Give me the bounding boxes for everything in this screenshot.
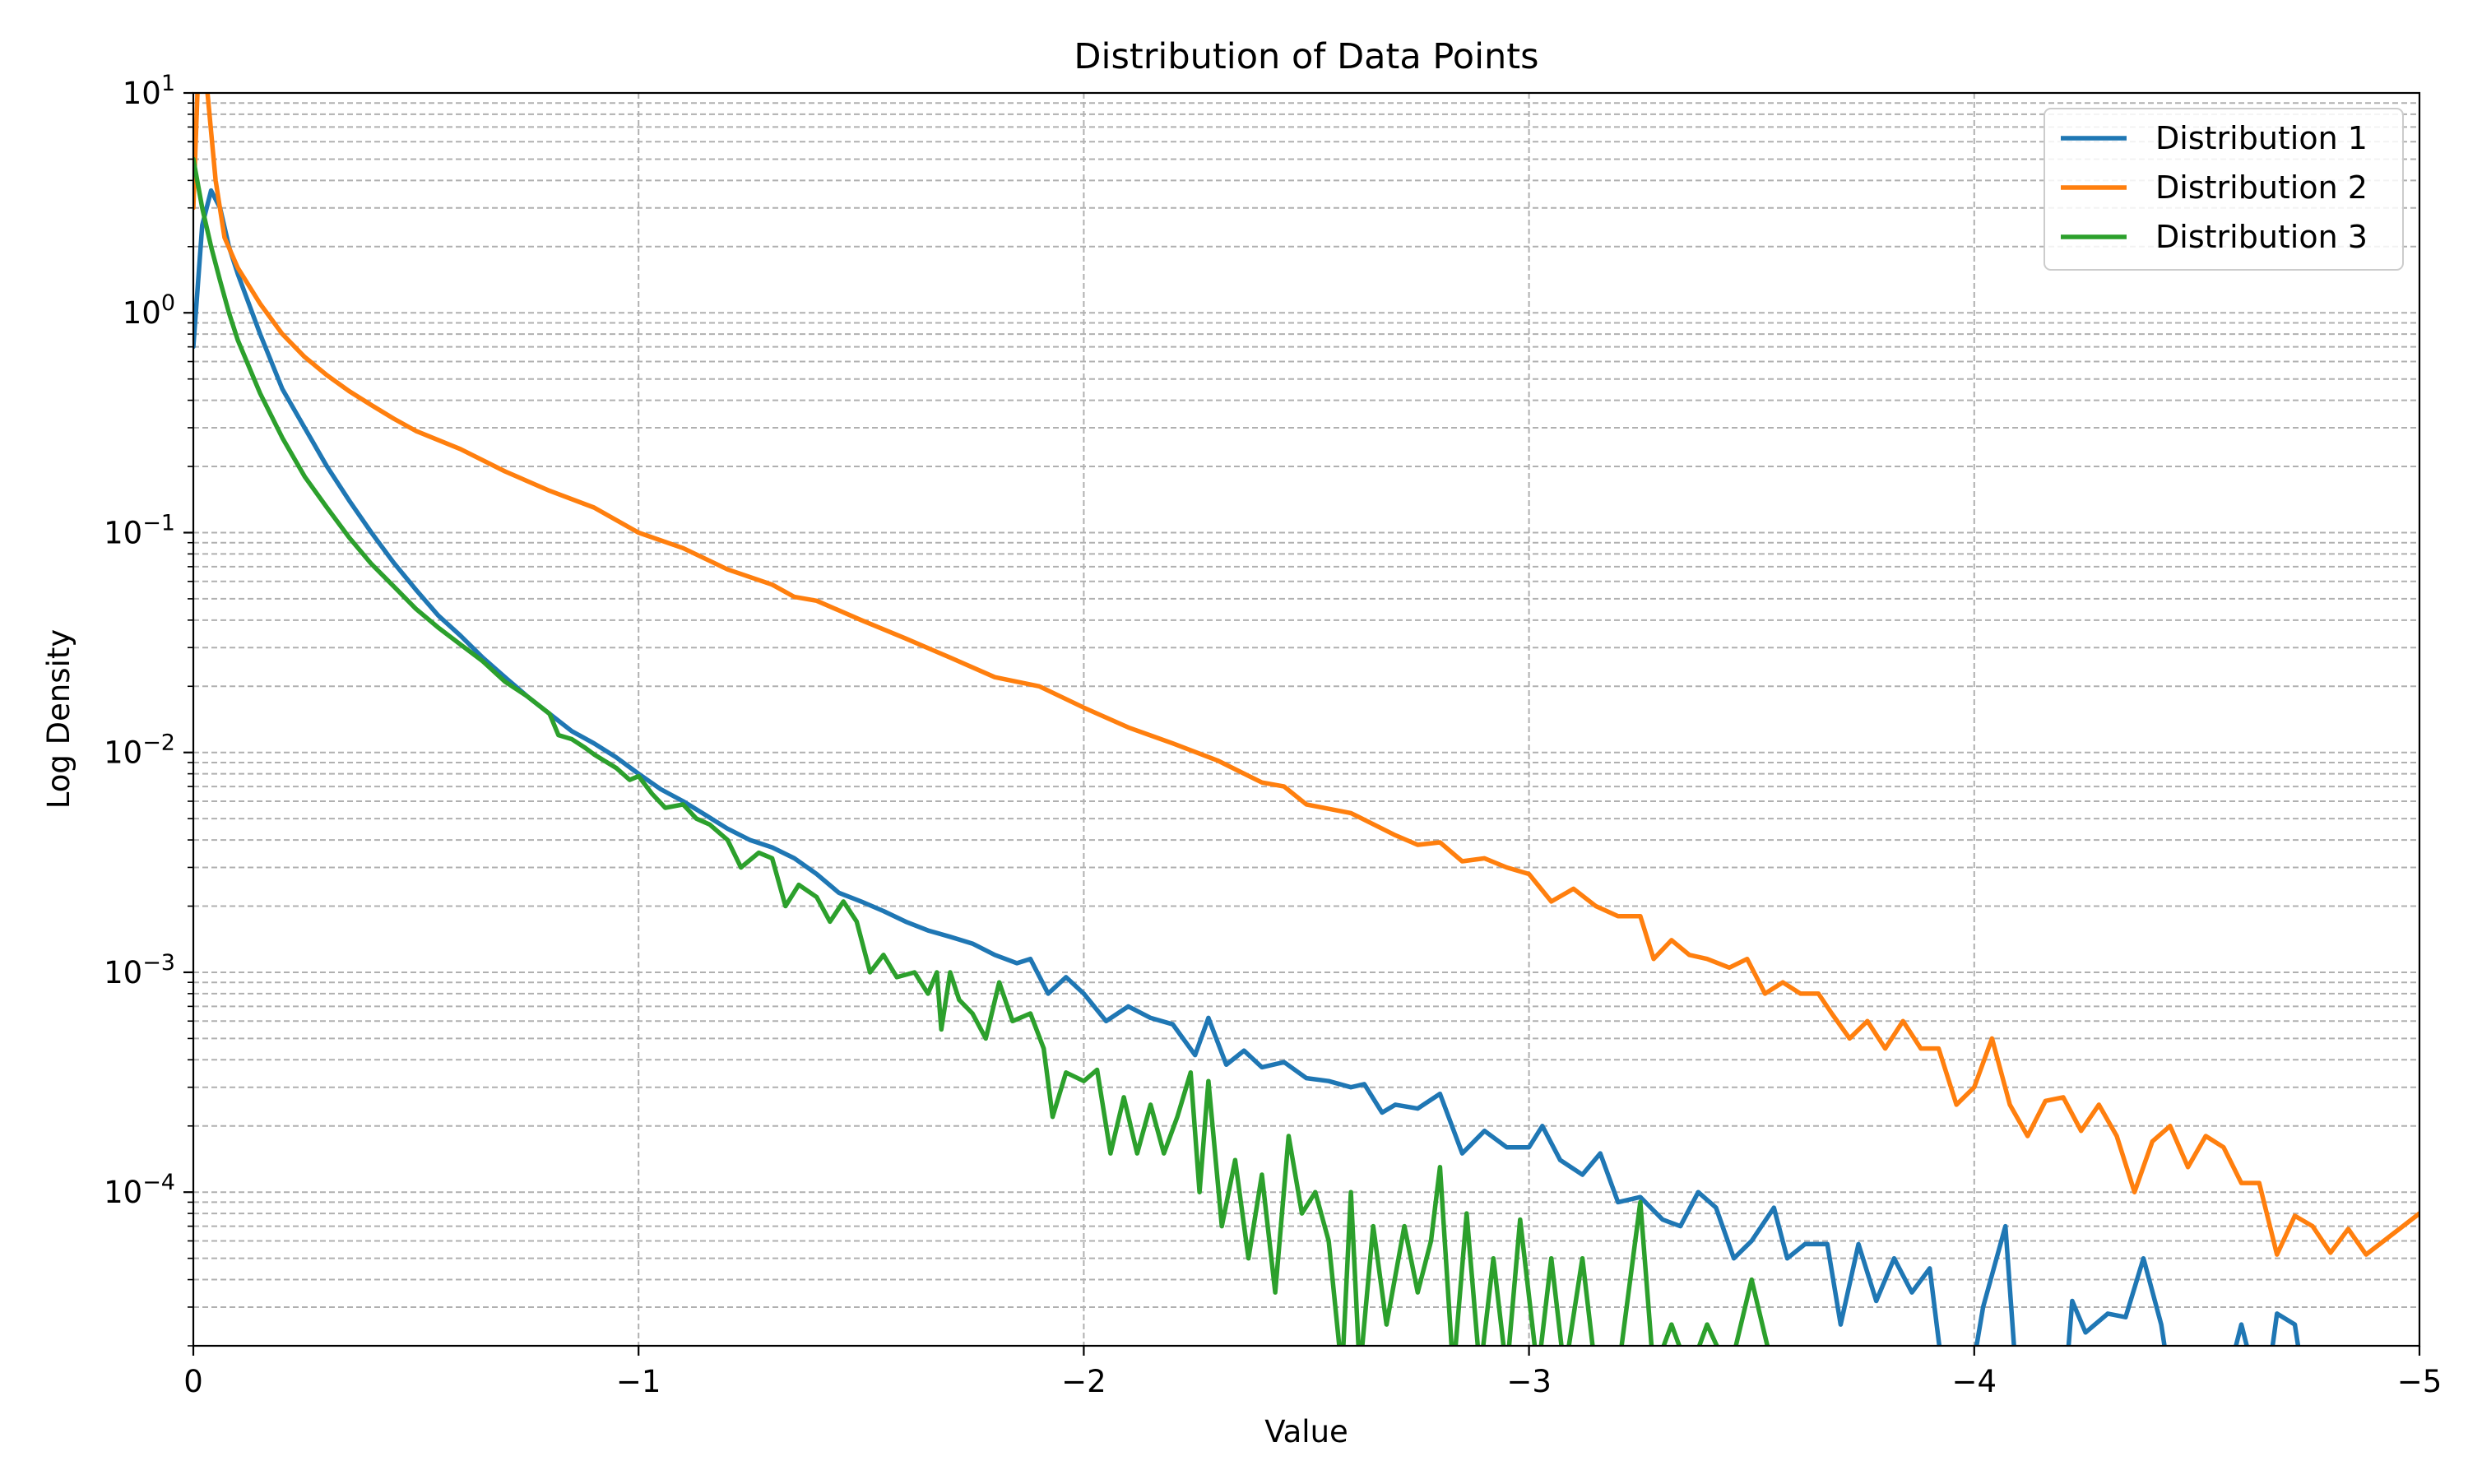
x-tick-label: −1 xyxy=(616,1364,661,1399)
legend-label-3: Distribution 3 xyxy=(2155,219,2368,255)
series-line-2 xyxy=(193,93,2419,1257)
legend: Distribution 1 Distribution 2 Distributi… xyxy=(2044,108,2404,271)
y-tick-label: 10−3 xyxy=(104,950,175,990)
y-tick-label: 10−4 xyxy=(104,1170,175,1210)
y-axis-label: Log Density xyxy=(41,629,77,809)
axis-ticks: 0 −1 −2 −3 −4 −5 10−4 10−3 10−2 10−1 100 101 xyxy=(104,71,2442,1399)
chart-title: Distribution of Data Points xyxy=(1074,36,1538,77)
legend-box xyxy=(2044,108,2404,271)
y-tick-label: 100 xyxy=(123,290,175,331)
x-tick-label: −3 xyxy=(1506,1364,1552,1399)
series-layer xyxy=(193,93,2419,1346)
x-tick-label: −5 xyxy=(2397,1364,2442,1399)
plot-frame xyxy=(192,91,2421,1347)
x-tick-label: 0 xyxy=(183,1364,203,1399)
x-tick-label: −4 xyxy=(1952,1364,1997,1399)
x-axis-label: Value xyxy=(1264,1414,1348,1449)
grid xyxy=(193,92,2420,1347)
y-tick-label: 101 xyxy=(123,71,175,111)
y-tick-label: 10−1 xyxy=(104,510,175,550)
legend-label-2: Distribution 2 xyxy=(2155,169,2368,206)
series-line-3 xyxy=(193,156,1770,1346)
y-tick-label: 10−2 xyxy=(104,730,175,771)
legend-label-1: Distribution 1 xyxy=(2155,120,2368,156)
x-tick-label: −2 xyxy=(1061,1364,1106,1399)
